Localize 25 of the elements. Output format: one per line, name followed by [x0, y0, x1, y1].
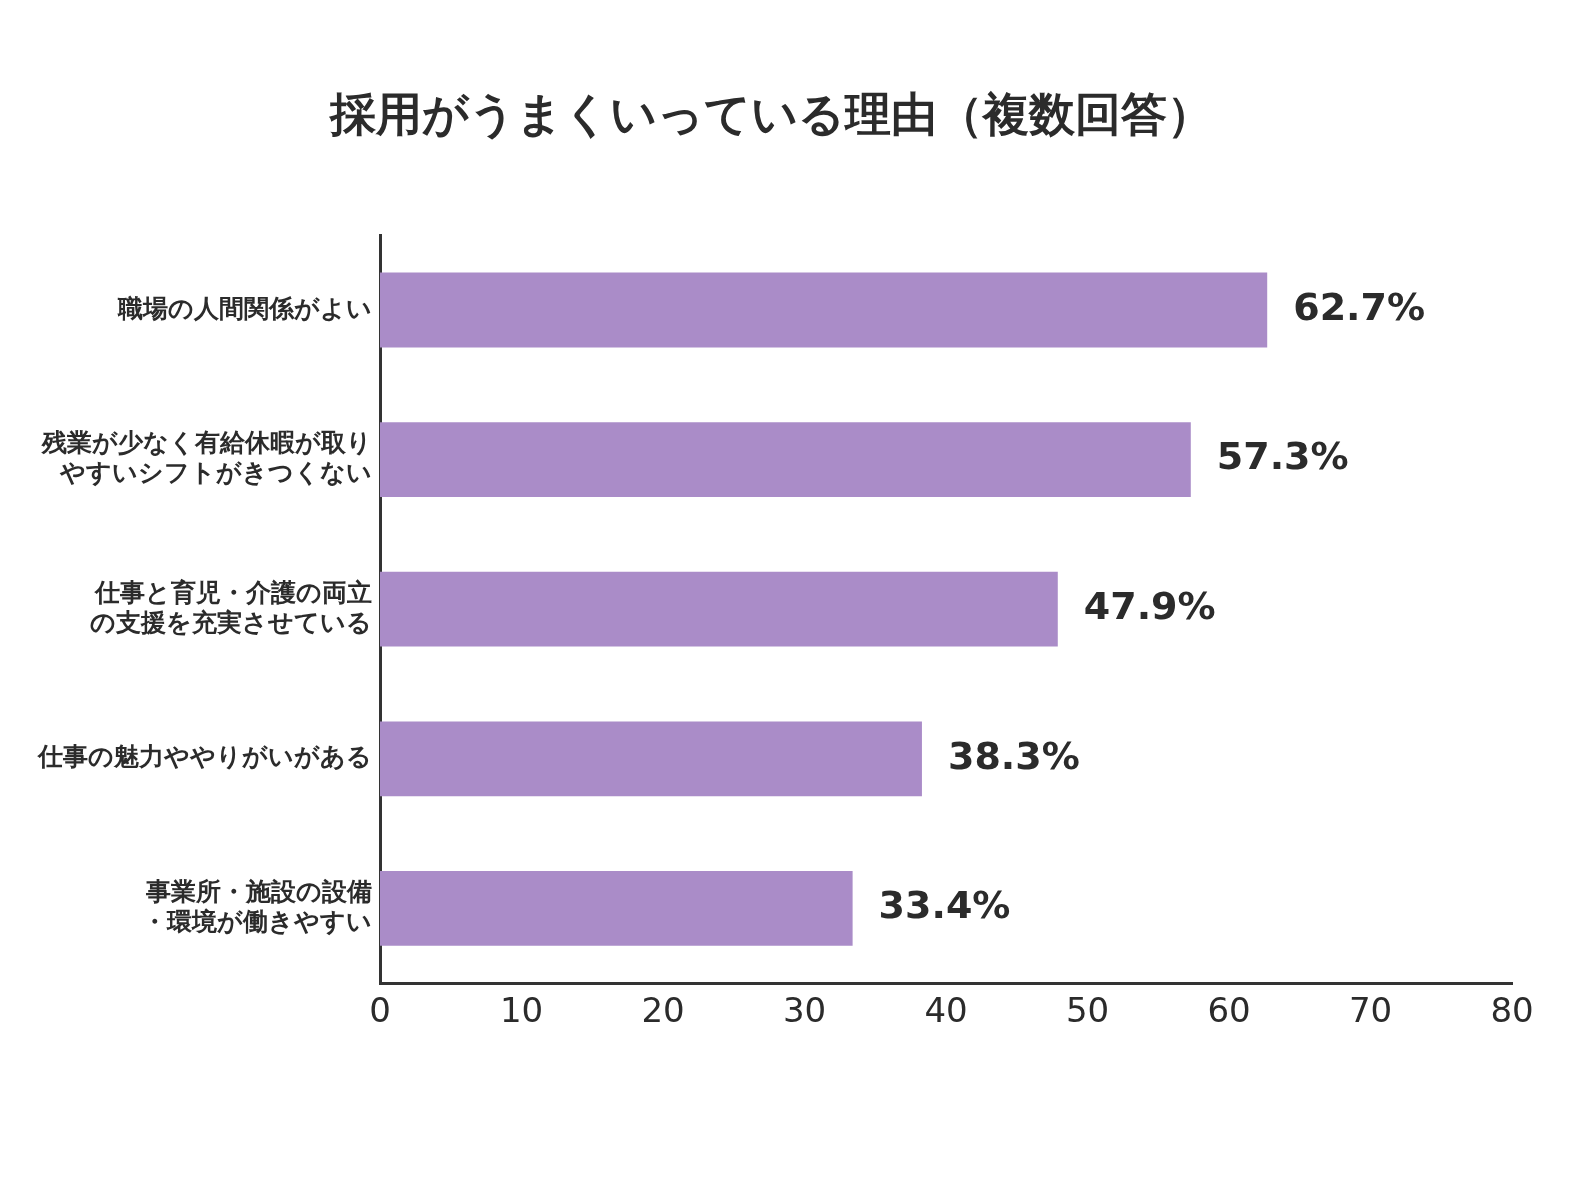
x-tick-label: 50	[1065, 990, 1110, 1031]
data-label: 57.3%	[1216, 434, 1349, 479]
data-label: 33.4%	[878, 883, 1011, 928]
bar	[380, 721, 922, 797]
y-tick-label: 仕事と育児・介護の両立の支援を充実させている	[90, 577, 372, 637]
data-label: 47.9%	[1083, 584, 1216, 629]
y-tick-label: 仕事の魅力ややりがいがある	[37, 742, 372, 772]
y-tick-label: 職場の人間関係がよい	[117, 293, 372, 323]
x-tick-label: 10	[499, 990, 544, 1031]
bar	[380, 871, 853, 946]
bar	[380, 571, 1058, 647]
x-tick-label: 60	[1207, 990, 1251, 1031]
x-tick-label: 80	[1490, 990, 1534, 1031]
x-tick-label: 20	[641, 990, 685, 1031]
chart-title: 採用がうまくいっている理由（複数回答）	[327, 86, 1213, 141]
x-tick-label: 30	[782, 990, 827, 1031]
x-tick-label: 70	[1348, 990, 1393, 1031]
x-tick-label: 0	[369, 990, 391, 1031]
x-tick-label: 40	[924, 990, 968, 1031]
data-label: 62.7%	[1293, 284, 1426, 329]
data-label: 38.3%	[947, 733, 1080, 778]
bar	[380, 272, 1268, 348]
bar	[380, 422, 1191, 497]
y-tick-label: 事業所・施設の設備・環境が働きやすい	[142, 876, 372, 936]
y-tick-label: 残業が少なく有給休暇が取りやすいシフトがきつくない	[41, 428, 372, 488]
